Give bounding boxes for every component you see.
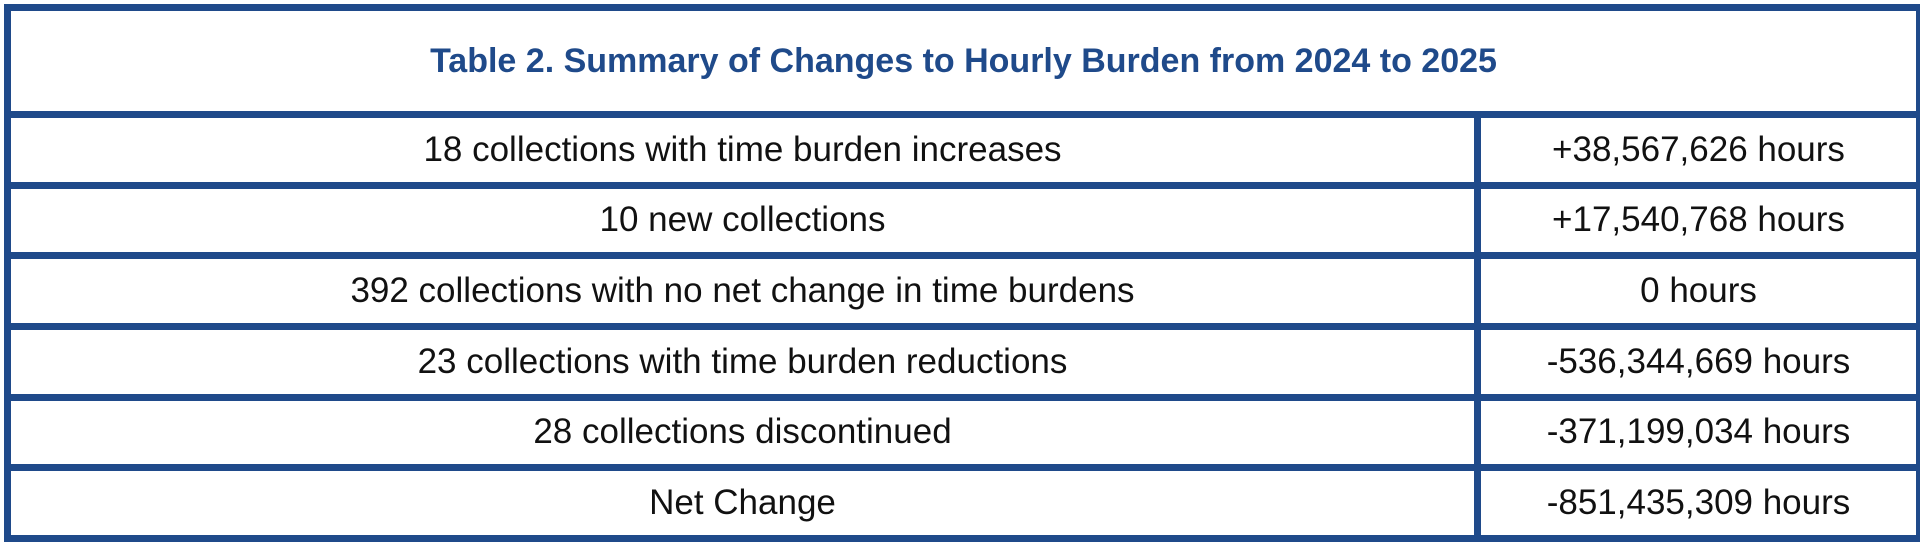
row-value: -536,344,669 hours	[1474, 322, 1920, 401]
row-value: +17,540,768 hours	[1474, 181, 1920, 260]
table-row: 392 collections with no net change in ti…	[4, 252, 1920, 330]
row-label: Net Change	[4, 464, 1481, 542]
title-row: Table 2. Summary of Changes to Hourly Bu…	[4, 4, 1920, 118]
row-label: 28 collections discontinued	[4, 393, 1481, 472]
row-label: 392 collections with no net change in ti…	[4, 252, 1481, 330]
row-value: -371,199,034 hours	[1474, 393, 1920, 472]
row-label: 23 collections with time burden reductio…	[4, 322, 1481, 401]
table-row: 28 collections discontinued -371,199,034 …	[4, 393, 1920, 472]
table-title: Table 2. Summary of Changes to Hourly Bu…	[4, 4, 1920, 118]
table-row: 23 collections with time burden reductio…	[4, 322, 1920, 401]
table-row: 10 new collections +17,540,768 hours	[4, 181, 1920, 260]
row-label: 10 new collections	[4, 181, 1481, 260]
row-label: 18 collections with time burden increase…	[4, 111, 1481, 189]
summary-table: Table 2. Summary of Changes to Hourly Bu…	[4, 4, 1920, 542]
table-body: Table 2. Summary of Changes to Hourly Bu…	[4, 4, 1920, 542]
row-value: 0 hours	[1474, 252, 1920, 330]
page: Table 2. Summary of Changes to Hourly Bu…	[0, 4, 1920, 550]
row-value: -851,435,309 hours	[1474, 464, 1920, 542]
table-row: 18 collections with time burden increase…	[4, 111, 1920, 189]
table-row: Net Change -851,435,309 hours	[4, 464, 1920, 542]
row-value: +38,567,626 hours	[1474, 111, 1920, 189]
